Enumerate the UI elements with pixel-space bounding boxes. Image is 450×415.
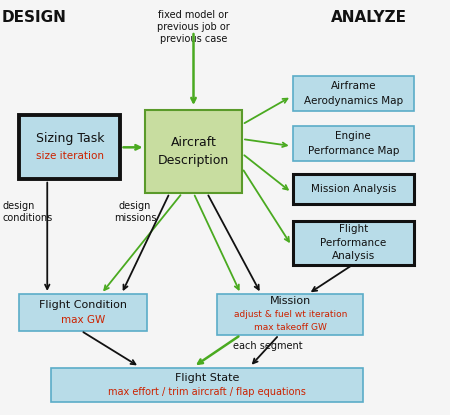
- FancyBboxPatch shape: [292, 174, 414, 204]
- Text: DESIGN: DESIGN: [1, 10, 66, 25]
- Text: Description: Description: [158, 154, 229, 167]
- Text: Performance: Performance: [320, 238, 387, 248]
- Text: Flight Condition: Flight Condition: [39, 300, 127, 310]
- Text: design
conditions: design conditions: [2, 201, 53, 223]
- Text: Airframe: Airframe: [330, 81, 376, 91]
- Text: Aircraft: Aircraft: [171, 136, 216, 149]
- Text: max takeoff GW: max takeoff GW: [254, 322, 327, 332]
- Text: size iteration: size iteration: [36, 151, 104, 161]
- Text: Analysis: Analysis: [332, 251, 375, 261]
- Text: Mission: Mission: [270, 296, 311, 306]
- Text: Flight: Flight: [338, 224, 368, 234]
- FancyBboxPatch shape: [217, 294, 364, 335]
- Text: Aerodynamics Map: Aerodynamics Map: [304, 96, 403, 106]
- FancyBboxPatch shape: [292, 125, 414, 161]
- FancyBboxPatch shape: [19, 115, 121, 179]
- Text: Mission Analysis: Mission Analysis: [310, 184, 396, 194]
- FancyBboxPatch shape: [145, 110, 242, 193]
- Text: fixed model or
previous job or
previous case: fixed model or previous job or previous …: [157, 10, 230, 44]
- Text: Flight State: Flight State: [175, 373, 239, 383]
- FancyBboxPatch shape: [292, 221, 414, 265]
- FancyBboxPatch shape: [292, 76, 414, 111]
- FancyBboxPatch shape: [51, 368, 364, 402]
- Text: Sizing Task: Sizing Task: [36, 132, 104, 145]
- Text: Engine: Engine: [335, 131, 371, 141]
- Text: adjust & fuel wt iteration: adjust & fuel wt iteration: [234, 310, 347, 319]
- Text: each segment: each segment: [233, 341, 302, 351]
- Text: Performance Map: Performance Map: [307, 146, 399, 156]
- Text: ANALYZE: ANALYZE: [331, 10, 407, 25]
- Text: max GW: max GW: [61, 315, 105, 325]
- Text: design
missions: design missions: [114, 201, 156, 223]
- FancyBboxPatch shape: [19, 294, 148, 331]
- Text: max effort / trim aircraft / flap equations: max effort / trim aircraft / flap equati…: [108, 387, 306, 397]
